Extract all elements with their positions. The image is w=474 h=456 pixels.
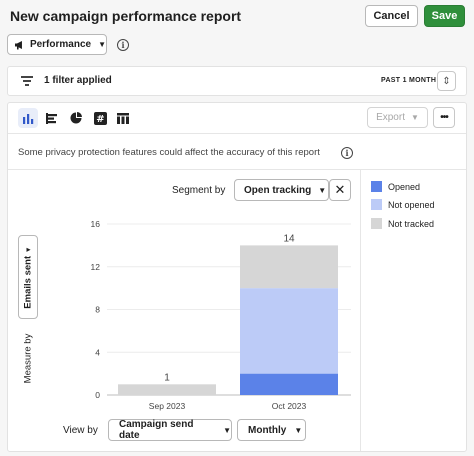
page-title: New campaign performance report: [10, 8, 242, 24]
export-label: Export: [376, 112, 405, 123]
segment-by-label: Segment by: [172, 185, 226, 196]
y-tick-label: 8: [95, 305, 100, 315]
number-icon[interactable]: #: [90, 108, 110, 128]
divider: [8, 169, 466, 170]
chevron-down-icon: ▼: [318, 185, 327, 195]
cancel-button[interactable]: Cancel: [365, 5, 418, 27]
interval-dropdown[interactable]: Monthly ▼: [237, 419, 306, 441]
legend-item-not-opened: Not opened: [371, 199, 435, 210]
view-by-value: Campaign send date: [119, 419, 194, 441]
legend-swatch: [371, 218, 382, 229]
megaphone-icon: [14, 40, 22, 49]
report-card: # Export ▼ ••• Some privacy protection f…: [7, 102, 467, 452]
report-type-dropdown[interactable]: Performance ▼: [7, 34, 107, 55]
filter-summary[interactable]: 1 filter applied: [44, 75, 112, 86]
interval-value: Monthly: [248, 424, 287, 436]
legend-label: Not opened: [388, 199, 435, 210]
y-tick-label: 12: [91, 262, 101, 272]
horizontal-bar-icon[interactable]: [42, 108, 62, 128]
legend-item-not-tracked: Not tracked: [371, 218, 434, 229]
date-range-button[interactable]: ⇕: [437, 71, 456, 91]
y-tick-label: 4: [95, 347, 100, 357]
privacy-note: Some privacy protection features could a…: [18, 147, 320, 158]
close-icon: ✕: [334, 182, 346, 197]
bar-segment-not-tracked[interactable]: [118, 384, 216, 395]
legend-swatch: [371, 181, 382, 192]
save-button[interactable]: Save: [424, 5, 465, 27]
stacked-bar-chart: 0 4 8 12 16 1 Sep 2023 14 Oct 2023: [91, 219, 351, 411]
legend-divider: [360, 170, 361, 451]
bar-segment-not-opened[interactable]: [240, 288, 338, 374]
chevron-down-icon: ▼: [223, 425, 231, 435]
report-type-label: Performance: [29, 39, 92, 50]
more-options-button[interactable]: •••: [433, 107, 455, 128]
filter-icon[interactable]: [21, 76, 33, 86]
measure-dropdown[interactable]: Emails sent ▼: [18, 235, 38, 319]
pie-chart-icon[interactable]: [66, 108, 86, 128]
view-by-dropdown[interactable]: Campaign send date ▼: [108, 419, 232, 441]
bar-total-label: 1: [164, 372, 170, 383]
filter-bar: 1 filter applied PAST 1 MONTH ⇕: [7, 66, 467, 96]
segment-dropdown[interactable]: Open tracking ▼: [234, 179, 329, 201]
bar-total-label: 14: [283, 233, 295, 244]
segment-value: Open tracking: [244, 184, 312, 196]
bar-segment-opened[interactable]: [240, 373, 338, 395]
export-button[interactable]: Export ▼: [367, 107, 428, 128]
bar-chart-icon[interactable]: [18, 108, 38, 128]
info-icon[interactable]: i: [341, 147, 353, 159]
chevron-down-icon: ▼: [410, 113, 419, 122]
chevron-down-icon: ▼: [98, 40, 106, 49]
view-by-label: View by: [63, 425, 98, 436]
legend-label: Opened: [388, 181, 421, 192]
chevron-updown-icon: ⇕: [442, 75, 451, 87]
svg-text:#: #: [96, 114, 104, 125]
date-range-label: PAST 1 MONTH: [381, 77, 437, 84]
legend-label: Not tracked: [388, 218, 435, 229]
x-tick-label: Sep 2023: [149, 401, 186, 411]
clear-segment-button[interactable]: ✕: [329, 179, 351, 201]
legend-item-opened: Opened: [371, 181, 420, 192]
legend-swatch: [371, 199, 382, 210]
bar-segment-not-tracked[interactable]: [240, 245, 338, 289]
y-tick-label: 16: [91, 219, 101, 229]
chart-toolbar: # Export ▼ •••: [8, 103, 466, 134]
y-tick-label: 0: [95, 390, 100, 400]
x-tick-label: Oct 2023: [272, 401, 307, 411]
info-icon[interactable]: i: [117, 39, 129, 51]
table-icon[interactable]: [113, 108, 133, 128]
chevron-down-icon: ▼: [294, 425, 303, 435]
